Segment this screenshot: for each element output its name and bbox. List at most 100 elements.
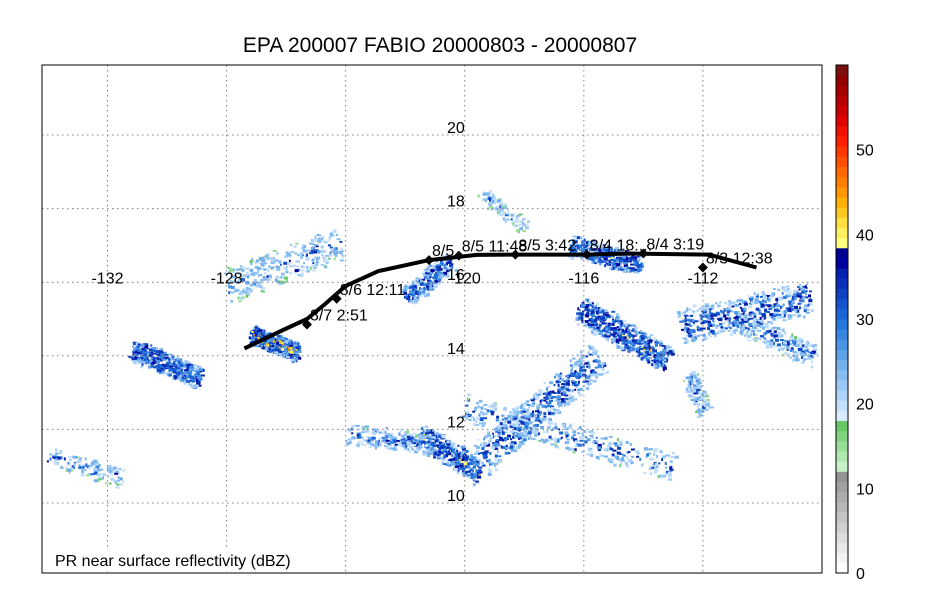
echo-pixel <box>235 268 240 271</box>
echo-pixel <box>351 432 354 435</box>
echo-pixel <box>694 385 699 389</box>
echo-pixel <box>592 303 594 307</box>
echo-pixel <box>586 299 589 303</box>
echo-pixel <box>158 358 162 361</box>
echo-pixel <box>602 244 605 246</box>
echo-pixel <box>686 316 691 320</box>
echo-pixel <box>239 268 244 271</box>
echo-pixel <box>515 406 519 410</box>
echo-pixel <box>191 379 195 382</box>
echo-pixel <box>474 476 478 479</box>
echo-pixel <box>701 327 706 330</box>
echo-pixel <box>485 193 489 196</box>
echo-pixel <box>580 428 583 431</box>
echo-pixel <box>708 400 711 403</box>
echo-pixel <box>288 346 293 349</box>
echo-pixel <box>297 351 302 354</box>
echo-pixel <box>537 393 541 396</box>
echo-pixel <box>742 325 746 329</box>
echo-pixel <box>266 343 270 347</box>
echo-pixel <box>374 445 379 448</box>
echo-pixel <box>581 432 584 436</box>
echo-pixel <box>357 428 361 431</box>
echo-pixel <box>755 295 759 298</box>
echo-pixel <box>740 318 744 321</box>
echo-pixel <box>478 422 483 425</box>
echo-pixel <box>591 327 594 331</box>
echo-pixel <box>395 437 397 441</box>
echo-pixel <box>532 410 534 414</box>
echo-pixel <box>106 467 111 470</box>
echo-pixel <box>491 193 494 197</box>
echo-pixel <box>187 362 190 366</box>
echo-pixel <box>424 294 427 298</box>
echo-pixel <box>579 249 583 252</box>
echo-pixel <box>274 279 278 282</box>
echo-pixel <box>628 268 633 272</box>
echo-pixel <box>804 351 807 354</box>
echo-pixel <box>466 465 469 469</box>
echo-pixel <box>567 374 571 377</box>
echo-pixel <box>595 316 598 320</box>
echo-pixel <box>583 323 587 327</box>
echo-pixel <box>267 253 270 257</box>
colorbar-swatch <box>836 176 848 188</box>
echo-pixel <box>694 336 698 340</box>
echo-pixel <box>543 415 547 418</box>
echo-pixel <box>536 419 541 421</box>
echo-pixel <box>572 395 575 399</box>
echo-pixel <box>796 337 799 339</box>
echo-pixel <box>145 354 148 357</box>
echo-pixel <box>492 401 495 405</box>
echo-pixel <box>559 372 562 375</box>
echo-pixel <box>245 294 249 298</box>
echo-pixel <box>504 451 509 455</box>
echo-pixel <box>797 339 801 343</box>
echo-pixel <box>449 459 453 461</box>
echo-pixel <box>267 268 270 272</box>
echo-pixel <box>609 246 613 249</box>
lat-tick-label: 16 <box>447 267 465 284</box>
echo-pixel <box>494 407 498 411</box>
echo-pixel <box>429 265 434 268</box>
echo-pixel <box>95 465 100 469</box>
echo-pixel <box>394 438 397 442</box>
echo-pixel <box>807 343 812 347</box>
echo-pixel <box>492 198 495 201</box>
echo-pixel <box>727 300 731 302</box>
echo-pixel <box>260 290 265 293</box>
echo-pixel <box>769 330 772 333</box>
echo-pixel <box>574 241 578 244</box>
echo-pixel <box>436 270 441 274</box>
echo-pixel <box>251 273 256 276</box>
echo-pixel <box>140 358 144 361</box>
lat-tick-label: 12 <box>447 414 465 431</box>
echo-pixel <box>721 322 726 325</box>
echo-pixel <box>634 268 637 271</box>
echo-pixel <box>596 361 601 364</box>
echo-pixel <box>700 306 705 309</box>
echo-pixel <box>179 362 183 365</box>
echo-pixel <box>128 355 132 358</box>
echo-pixel <box>605 259 609 262</box>
echo-pixel <box>495 439 500 441</box>
echo-pixel <box>779 306 782 309</box>
echo-pixel <box>779 334 784 338</box>
echo-pixel <box>603 309 608 313</box>
echo-pixel <box>427 448 431 452</box>
echo-pixel <box>605 314 610 317</box>
echo-pixel <box>654 466 657 470</box>
echo-pixel <box>512 425 516 429</box>
echo-pixel <box>235 288 240 292</box>
echo-pixel <box>482 421 487 425</box>
echo-pixel <box>532 397 537 400</box>
echo-pixel <box>616 455 619 459</box>
echo-pixel <box>641 356 645 359</box>
echo-pixel <box>185 364 190 368</box>
echo-pixel <box>685 328 688 332</box>
echo-pixel <box>365 439 368 442</box>
echo-pixel <box>384 430 387 434</box>
colorbar-swatch <box>836 186 848 198</box>
echo-pixel <box>365 435 369 438</box>
echo-pixel <box>494 462 498 465</box>
